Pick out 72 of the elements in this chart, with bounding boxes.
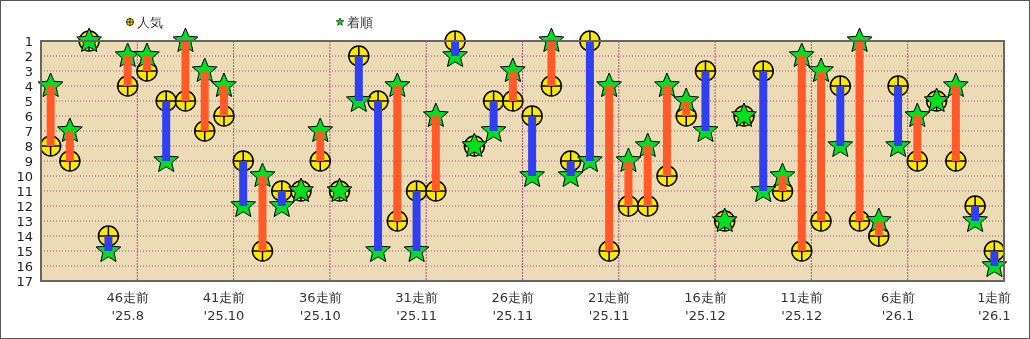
- x-tick-label: 11走前 '25.12: [780, 290, 824, 323]
- bar: [836, 86, 845, 146]
- bar: [566, 161, 575, 176]
- y-tick-label: 6: [24, 109, 33, 124]
- bar: [971, 206, 980, 221]
- bar: [894, 86, 903, 146]
- bar: [46, 86, 55, 146]
- legend-label: 人気: [137, 15, 163, 30]
- bar: [219, 86, 228, 116]
- y-tick-label: 5: [24, 94, 33, 109]
- x-tick-label: 41走前 '25.10: [202, 290, 246, 323]
- x-tick-label: 31走前 '25.11: [395, 290, 438, 323]
- bar: [354, 56, 363, 101]
- x-tick-label: 16走前 '25.12: [684, 290, 727, 323]
- bar: [451, 41, 460, 56]
- bar: [913, 116, 922, 161]
- bar: [547, 41, 556, 86]
- bar: [605, 86, 614, 251]
- x-tick-label: 6走前 '26.1: [880, 290, 916, 323]
- bar: [855, 41, 864, 221]
- y-tick-label: 17: [16, 274, 33, 289]
- bar: [662, 86, 671, 176]
- y-tick-label: 15: [16, 244, 33, 259]
- y-tick-label: 11: [16, 184, 33, 199]
- x-tick-label: 21走前 '25.11: [587, 290, 631, 323]
- bar: [951, 86, 960, 161]
- y-tick-label: 4: [24, 79, 33, 94]
- x-tick-label: 46走前 '25.8: [106, 290, 149, 323]
- x-tick-label: 26走前 '25.11: [491, 290, 535, 323]
- bar: [393, 86, 402, 221]
- bar: [162, 101, 171, 161]
- bar: [258, 176, 267, 251]
- y-tick-label: 16: [16, 259, 33, 274]
- bar: [316, 131, 325, 161]
- bar: [489, 101, 498, 131]
- bar: [624, 161, 633, 206]
- bar: [874, 221, 883, 236]
- y-tick-label: 3: [24, 64, 33, 79]
- y-tick-label: 10: [16, 169, 33, 184]
- bar: [65, 131, 74, 161]
- y-tick-label: 14: [16, 229, 33, 244]
- legend-label: 着順: [347, 15, 373, 30]
- y-tick-label: 8: [24, 139, 33, 154]
- bar: [181, 41, 190, 101]
- y-tick-label: 2: [24, 49, 33, 64]
- bar: [123, 56, 132, 86]
- bar: [508, 71, 517, 101]
- bar: [701, 71, 710, 131]
- bar: [682, 101, 691, 116]
- bar: [239, 161, 248, 206]
- bar: [778, 176, 787, 191]
- bar: [817, 71, 826, 221]
- bar: [759, 71, 768, 191]
- bar: [374, 101, 383, 251]
- bar: [200, 71, 209, 131]
- bar: [990, 251, 999, 266]
- bar: [585, 41, 594, 161]
- y-tick-label: 13: [16, 214, 33, 229]
- bar: [104, 236, 113, 251]
- y-tick-label: 7: [24, 124, 33, 139]
- bar: [528, 116, 537, 176]
- bar: [142, 56, 151, 71]
- y-tick-label: 1: [24, 34, 33, 49]
- x-tick-label: 1走前 '26.1: [977, 290, 1012, 323]
- bar: [797, 56, 806, 251]
- x-tick-label: 36走前 '25.10: [299, 290, 342, 323]
- bar: [412, 191, 421, 251]
- bar: [431, 116, 440, 191]
- bar: [643, 146, 652, 206]
- bar: [277, 191, 286, 206]
- y-tick-label: 12: [16, 199, 33, 214]
- y-tick-label: 9: [24, 154, 33, 169]
